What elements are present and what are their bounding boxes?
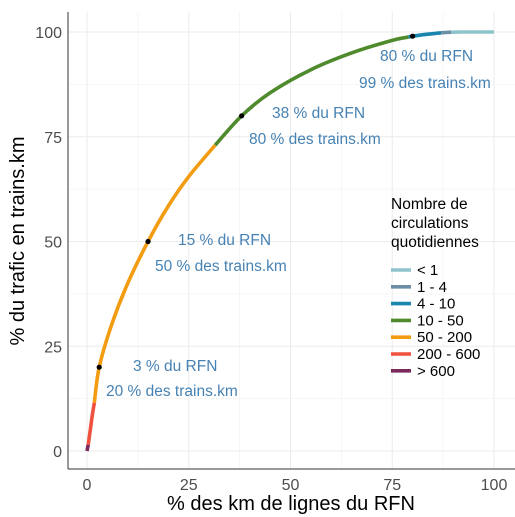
annotation-15pct-line2: 50 % des trains.km [155,258,287,275]
series-line [408,31,442,39]
series-line [86,402,97,445]
x-axis-title: % des km de lignes du RFN [167,493,415,515]
x-tick-label: 100 [481,477,508,494]
x-tick-label: 50 [282,477,300,494]
y-tick-label: 50 [44,235,62,252]
data-point-marker [239,113,245,119]
legend-label: > 600 [417,363,455,380]
legend-title-line1: Nombre de [391,196,468,213]
data-point-marker [410,33,416,39]
legend-title-line3: quotidiennes [391,234,479,251]
annotation-3pct-line1: 3 % du RFN [133,358,217,375]
annotation-80pct-line2: 99 % des trains.km [359,75,491,92]
annotation-38pct-line1: 38 % du RFN [272,105,365,122]
series-line [85,444,90,452]
annotation-15pct-line1: 15 % du RFN [178,232,271,249]
series-line [92,143,217,404]
y-tick-label: 0 [53,444,62,461]
legend-label: < 1 [417,262,438,279]
legend-label: 1 - 4 [417,279,447,296]
series-line [440,30,452,35]
marker-group [96,33,416,370]
legend: Nombre de circulations quotidiennes < 11… [391,196,480,380]
data-point-marker [145,238,151,245]
legend-title-line2: circulations [391,215,469,232]
grid [68,12,515,469]
legend-label: 50 - 200 [417,329,472,346]
legend-label: 200 - 600 [417,346,480,363]
x-tick-label: 0 [83,477,92,494]
y-axis-title: % du trafic en trains.km [7,137,29,346]
annotation-80pct-line1: 80 % du RFN [380,48,473,65]
axis-frame [67,12,515,470]
x-tick-labels: 0 25 50 75 100 [83,477,508,494]
y-tick-label: 100 [35,25,62,42]
annotation-group: 3 % du RFN 20 % des trains.km 15 % du RF… [106,48,491,400]
legend-label: 10 - 50 [417,312,464,329]
y-tick-label: 75 [44,130,62,147]
x-tick-label: 25 [180,477,198,494]
y-tick-labels: 0 25 50 75 100 [35,25,62,461]
data-point-marker [96,364,102,370]
x-tick-label: 75 [383,477,401,494]
annotation-3pct-line2: 20 % des trains.km [106,383,238,400]
legend-label: 4 - 10 [417,296,455,313]
y-tick-label: 25 [44,339,62,356]
annotation-38pct-line2: 80 % des trains.km [249,131,381,148]
